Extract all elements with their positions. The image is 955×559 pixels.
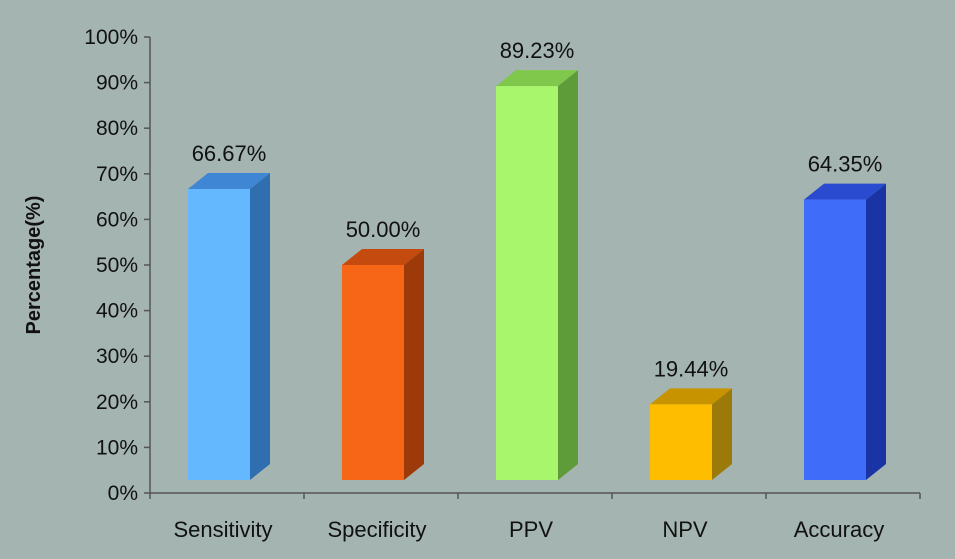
y-tick-label: 50%	[96, 254, 138, 277]
y-tick-label: 70%	[96, 163, 138, 186]
bar-front-face	[188, 188, 250, 480]
bar-top-face	[342, 249, 424, 265]
bar-front-face	[650, 404, 712, 480]
bar-top-face	[496, 70, 578, 87]
y-tick-label: 40%	[96, 300, 138, 323]
value-label: 19.44%	[654, 356, 729, 381]
value-label: 66.67%	[192, 141, 267, 166]
y-tick-label: 10%	[96, 436, 138, 459]
value-label: 50.00%	[346, 217, 421, 242]
y-tick-label: 0%	[108, 482, 138, 505]
bar-front-face	[342, 265, 404, 480]
bar-ppv	[496, 70, 578, 480]
y-tick-label: 90%	[96, 72, 138, 95]
y-axis-ticks: 0% 10% 20% 30% 40% 50% 60% 70% 80% 90% 100%	[84, 26, 921, 505]
value-label: 64.35%	[808, 152, 883, 177]
bar-accuracy	[804, 183, 886, 480]
y-tick-label: 60%	[96, 208, 138, 231]
bar-side-face	[404, 249, 424, 480]
axes	[149, 37, 920, 494]
x-axis-category-labels: Sensitivity Specificity PPV NPV Accuracy	[173, 517, 884, 542]
y-axis-label: Percentage(%)	[23, 196, 45, 335]
bar-side-face	[866, 183, 886, 480]
bar-npv	[650, 388, 732, 480]
bar-front-face	[496, 86, 558, 480]
bar-front-face	[804, 199, 866, 480]
x-category-label: NPV	[662, 517, 708, 542]
y-tick-label: 30%	[96, 345, 138, 368]
bar-top-face	[188, 172, 270, 189]
bar-top-face	[804, 183, 886, 200]
value-label: 89.23%	[500, 38, 575, 63]
bar-top-face	[650, 388, 732, 405]
y-tick-label: 100%	[84, 26, 138, 49]
y-tick-label: 80%	[96, 117, 138, 140]
value-labels: 66.67% 50.00% 89.23% 19.44% 64.35%	[192, 38, 883, 381]
bar-side-face	[558, 70, 578, 480]
y-tick-label: 20%	[96, 391, 138, 414]
bar-side-face	[712, 388, 732, 480]
bar-specificity	[342, 249, 424, 480]
bar-side-face	[250, 172, 270, 480]
x-category-label: Sensitivity	[173, 517, 272, 542]
x-category-label: Specificity	[327, 517, 426, 542]
x-category-label: PPV	[509, 517, 553, 542]
x-category-label: Accuracy	[794, 517, 884, 542]
bar-sensitivity	[188, 172, 270, 480]
bars	[188, 70, 886, 480]
